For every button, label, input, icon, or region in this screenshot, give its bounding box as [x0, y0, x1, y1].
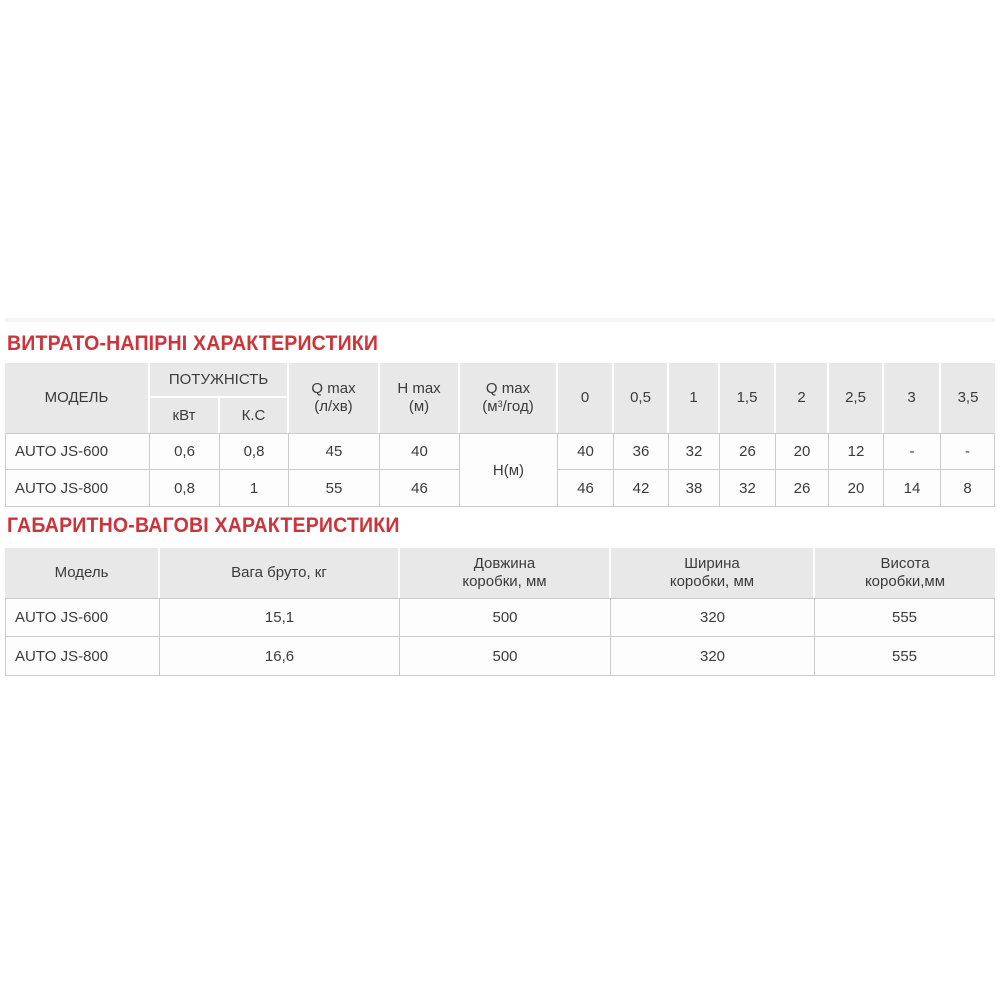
- model-cell: AUTO JS-800: [5, 470, 150, 507]
- flow-header-power: ПОТУЖНІСТЬ: [150, 363, 289, 398]
- height-cell: 555: [815, 637, 995, 676]
- head-value-cell: 20: [829, 470, 884, 507]
- head-value-cell: -: [884, 433, 941, 470]
- width-cell: 320: [611, 598, 815, 637]
- head-value-cell: 8: [941, 470, 995, 507]
- flow-point-header: 2: [776, 363, 829, 433]
- head-value-cell: 20: [776, 433, 829, 470]
- head-value-cell: 38: [669, 470, 720, 507]
- dim-header-weight: Вага бруто, кг: [160, 548, 400, 598]
- dim-header-length: Довжина коробки, мм: [400, 548, 611, 598]
- head-value-cell: 42: [614, 470, 669, 507]
- head-value-cell: 26: [720, 433, 776, 470]
- head-unit-merged-cell: Н(м): [460, 433, 558, 507]
- flow-point-header: 3: [884, 363, 941, 433]
- qmax-cell: 45: [289, 433, 380, 470]
- dim-header-width: Ширина коробки, мм: [611, 548, 815, 598]
- hmax-line1: H max: [397, 380, 441, 397]
- head-value-cell: 46: [558, 470, 614, 507]
- flow-point-header: 0: [558, 363, 614, 433]
- hp-cell: 1: [220, 470, 289, 507]
- superscript-3: 3: [497, 398, 503, 409]
- length-cell: 500: [400, 598, 611, 637]
- head-value-cell: 12: [829, 433, 884, 470]
- dim-header-model: Модель: [5, 548, 160, 598]
- hp-cell: 0,8: [220, 433, 289, 470]
- qmax-m3h-line1: Q max: [485, 379, 531, 397]
- dimensions-section-title: ГАБАРИТНО-ВАГОВІ ХАРАКТЕРИСТИКИ: [7, 514, 400, 537]
- flow-point-header: 3,5: [941, 363, 995, 433]
- kw-cell: 0,8: [150, 470, 220, 507]
- head-value-cell: 14: [884, 470, 941, 507]
- qmax-lmin-line1: Q max: [311, 380, 356, 397]
- model-cell: AUTO JS-800: [5, 637, 160, 676]
- model-cell: AUTO JS-600: [5, 433, 150, 470]
- width-cell: 320: [611, 637, 815, 676]
- model-cell: AUTO JS-600: [5, 598, 160, 637]
- head-value-cell: 32: [720, 470, 776, 507]
- flow-header-hmax: H max (м): [380, 363, 460, 433]
- flow-header-qmax-lmin: Q max (л/хв): [289, 363, 380, 433]
- qmax-m3h-line2: (м3/год): [482, 397, 534, 415]
- faint-divider: [5, 318, 995, 322]
- kw-cell: 0,6: [150, 433, 220, 470]
- head-value-cell: 36: [614, 433, 669, 470]
- head-value-cell: -: [941, 433, 995, 470]
- dimensions-weight-table: Модель Вага бруто, кг Довжина коробки, м…: [5, 548, 995, 676]
- head-value-cell: 32: [669, 433, 720, 470]
- hmax-cell: 46: [380, 470, 460, 507]
- length-cell: 500: [400, 637, 611, 676]
- flow-point-header: 1: [669, 363, 720, 433]
- weight-cell: 15,1: [160, 598, 400, 637]
- weight-cell: 16,6: [160, 637, 400, 676]
- height-cell: 555: [815, 598, 995, 637]
- flow-point-header: 0,5: [614, 363, 669, 433]
- flow-point-header: 2,5: [829, 363, 884, 433]
- flow-header-model: МОДЕЛЬ: [5, 363, 150, 433]
- qmax-lmin-line2: (л/хв): [314, 398, 353, 415]
- flow-point-header: 1,5: [720, 363, 776, 433]
- head-value-cell: 40: [558, 433, 614, 470]
- flow-header-kw: кВт: [150, 398, 220, 433]
- hmax-line2: (м): [408, 398, 430, 415]
- flow-header-hp: К.С: [220, 398, 289, 433]
- head-value-cell: 26: [776, 470, 829, 507]
- flow-section-title: ВИТРАТО-НАПІРНІ ХАРАКТЕРИСТИКИ: [7, 332, 379, 355]
- hmax-cell: 40: [380, 433, 460, 470]
- dim-header-height: Висота коробки,мм: [815, 548, 995, 598]
- qmax-cell: 55: [289, 470, 380, 507]
- flow-pressure-table: МОДЕЛЬ ПОТУЖНІСТЬ кВт К.С Q max (л/хв) H…: [5, 363, 995, 507]
- flow-header-qmax-m3h: Q max (м3/год): [460, 363, 558, 433]
